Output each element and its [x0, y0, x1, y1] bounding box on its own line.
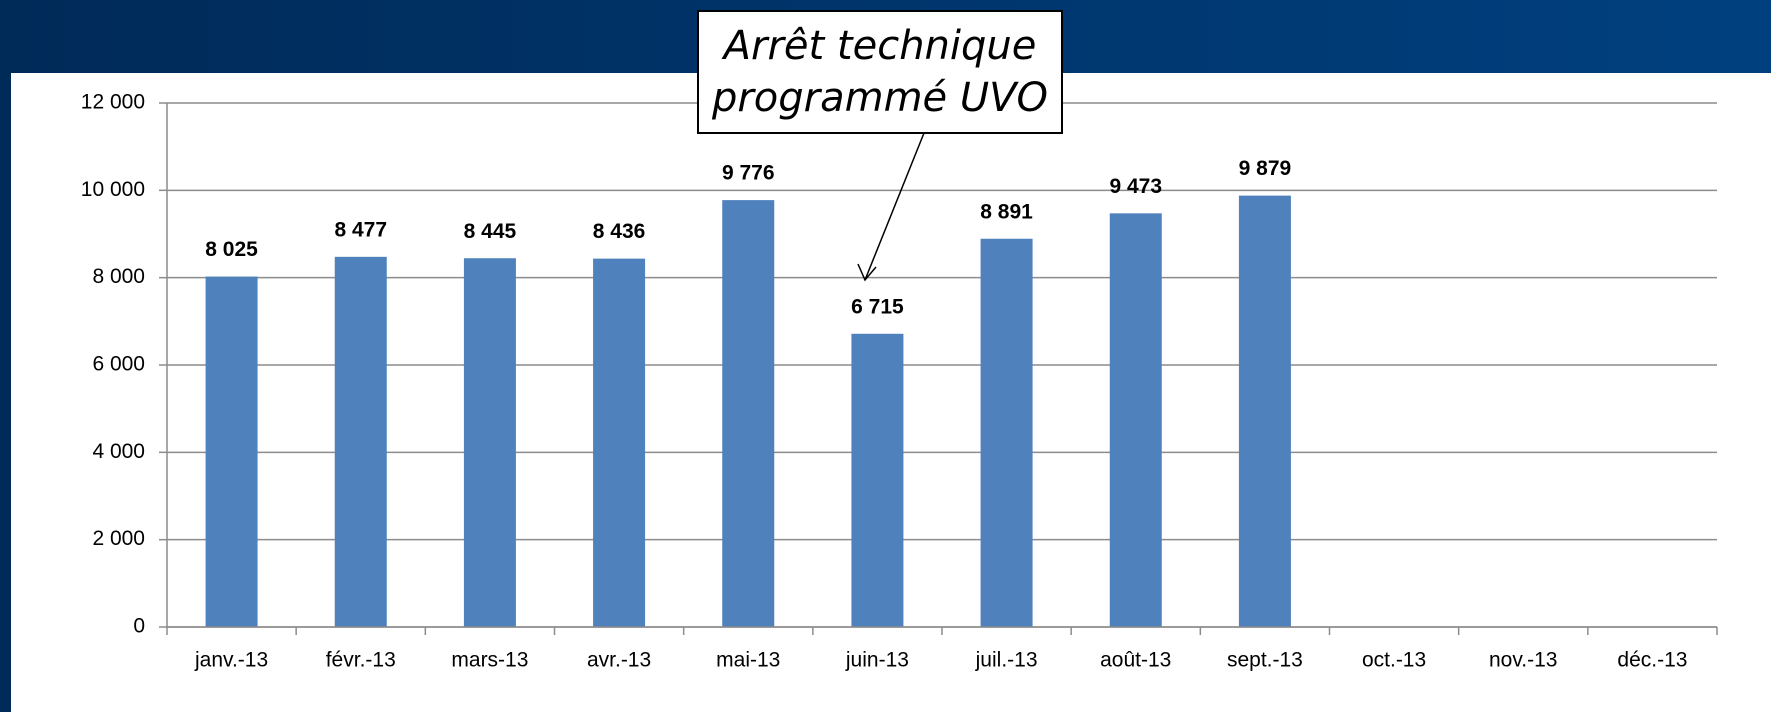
- annotation-box: [697, 10, 1063, 134]
- x-tick-label: avr.-13: [587, 649, 651, 672]
- bar: [851, 333, 904, 627]
- x-tick-label: août-13: [1100, 649, 1171, 672]
- value-label: 8 891: [980, 200, 1033, 223]
- y-tick-label: 6 000: [92, 353, 145, 376]
- annotation-arrowhead: [857, 263, 877, 282]
- y-tick-label: 12 000: [81, 91, 145, 114]
- bar: [1109, 213, 1162, 627]
- bar: [334, 256, 387, 627]
- x-tick-label: déc.-13: [1617, 649, 1687, 672]
- x-tick-label: janv.-13: [194, 649, 268, 672]
- x-tick-label: sept.-13: [1227, 649, 1303, 672]
- x-tick-label: févr.-13: [326, 649, 396, 672]
- y-tick-label: 4 000: [92, 440, 145, 463]
- x-tick-label: nov.-13: [1489, 649, 1558, 672]
- annotation-text: programmé UVO: [711, 75, 1048, 121]
- x-tick-label: oct.-13: [1362, 649, 1426, 672]
- value-label: 9 879: [1239, 157, 1292, 180]
- y-tick-label: 10 000: [81, 178, 145, 201]
- y-tick-label: 2 000: [92, 527, 145, 550]
- y-tick-label: 8 000: [92, 265, 145, 288]
- annotation-arrow: [864, 132, 925, 281]
- value-label: 8 445: [464, 220, 517, 243]
- value-label: 8 477: [334, 218, 387, 241]
- x-tick-label: juil.-13: [975, 649, 1038, 672]
- bar: [980, 238, 1033, 627]
- x-tick-label: mai-13: [716, 649, 780, 672]
- y-tick-label: 0: [133, 615, 145, 638]
- value-label: 9 473: [1109, 175, 1162, 198]
- bar: [205, 276, 258, 627]
- value-label: 8 025: [205, 238, 258, 261]
- x-tick-label: mars-13: [451, 649, 528, 672]
- value-label: 9 776: [722, 162, 775, 185]
- bar: [463, 258, 516, 627]
- annotation-text: Arrêt technique: [721, 23, 1037, 69]
- x-tick-label: juin-13: [845, 649, 909, 672]
- bar: [722, 200, 775, 627]
- value-label: 6 715: [851, 295, 904, 318]
- bar: [593, 258, 646, 627]
- bar: [1238, 195, 1291, 627]
- value-label: 8 436: [593, 220, 646, 243]
